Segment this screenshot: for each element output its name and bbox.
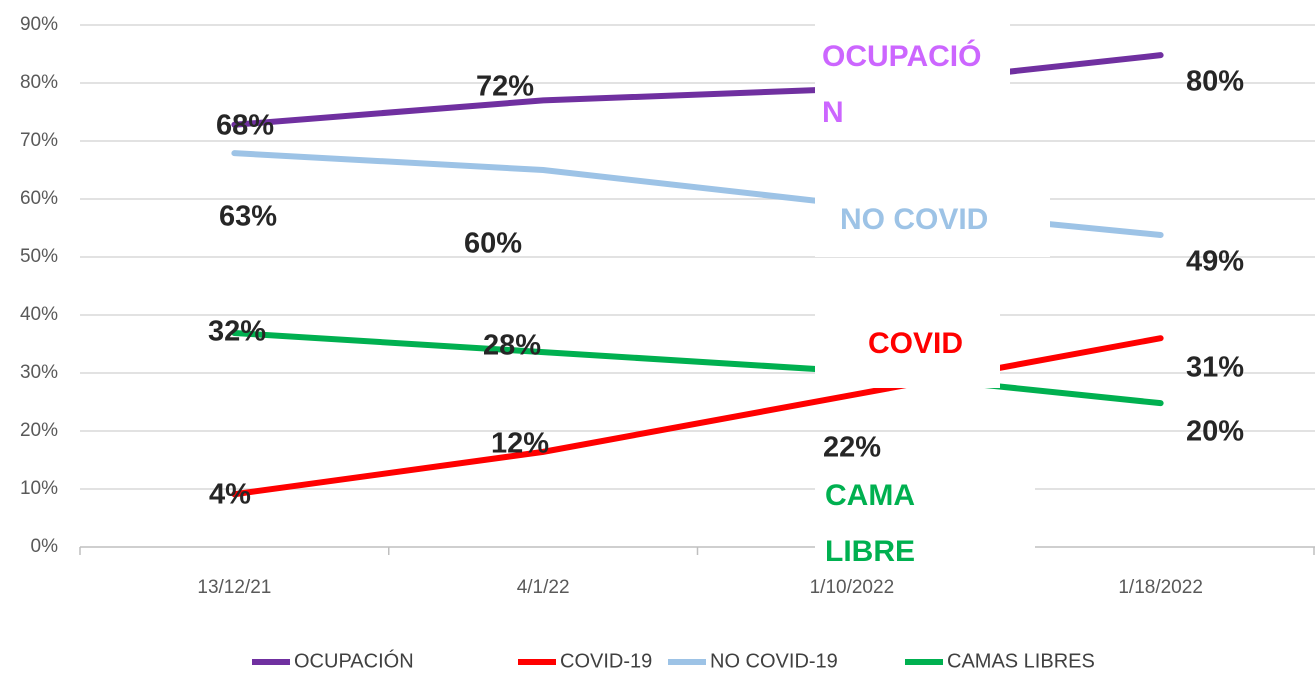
box-label: N — [822, 96, 844, 129]
legend-label: NO COVID-19 — [710, 650, 838, 672]
legend-label: OCUPACIÓN — [294, 649, 414, 672]
data-annotation: 80% — [1186, 66, 1244, 98]
data-annotation: 31% — [1186, 352, 1244, 384]
y-tick-label: 10% — [20, 478, 58, 499]
y-tick-label: 20% — [20, 420, 58, 441]
y-tick-label: 90% — [20, 14, 58, 35]
x-tick-label: 4/1/22 — [517, 577, 570, 598]
data-annotation: 72% — [476, 71, 534, 103]
y-tick-label: 60% — [20, 188, 58, 209]
x-tick-label: 13/12/21 — [197, 577, 271, 598]
x-tick-label: 1/10/2022 — [810, 577, 895, 598]
data-annotation: 20% — [1186, 416, 1244, 448]
label-box — [815, 300, 1000, 388]
box-label: NO COVID — [840, 203, 988, 236]
label-box — [815, 185, 1050, 257]
y-tick-label: 40% — [20, 304, 58, 325]
legend-label: CAMAS LIBRES — [947, 650, 1095, 672]
data-annotation: 4% — [209, 479, 251, 511]
data-annotation: 32% — [208, 316, 266, 348]
data-annotation: 60% — [464, 228, 522, 260]
label-box — [815, 458, 1035, 575]
legend-label: COVID-19 — [560, 650, 652, 672]
series-line — [231, 329, 1164, 407]
box-label: COVID — [868, 327, 963, 360]
y-tick-label: 30% — [20, 362, 58, 383]
data-annotation: 68% — [216, 110, 274, 142]
y-tick-label: 0% — [31, 536, 59, 557]
series-line — [231, 52, 1164, 128]
y-tick-label: 50% — [20, 246, 58, 267]
data-annotation: 12% — [491, 428, 549, 460]
box-label: CAMA — [825, 479, 915, 512]
x-tick-label: 1/18/2022 — [1118, 577, 1203, 598]
series-line — [231, 335, 1164, 498]
y-tick-label: 70% — [20, 130, 58, 151]
box-label: LIBRE — [825, 535, 915, 568]
data-annotation: 63% — [219, 201, 277, 233]
label-box — [815, 20, 1010, 140]
box-label: OCUPACIÓ — [822, 39, 981, 73]
data-annotation: 49% — [1186, 246, 1244, 278]
y-tick-label: 80% — [20, 72, 58, 93]
data-annotation: 28% — [483, 330, 541, 362]
